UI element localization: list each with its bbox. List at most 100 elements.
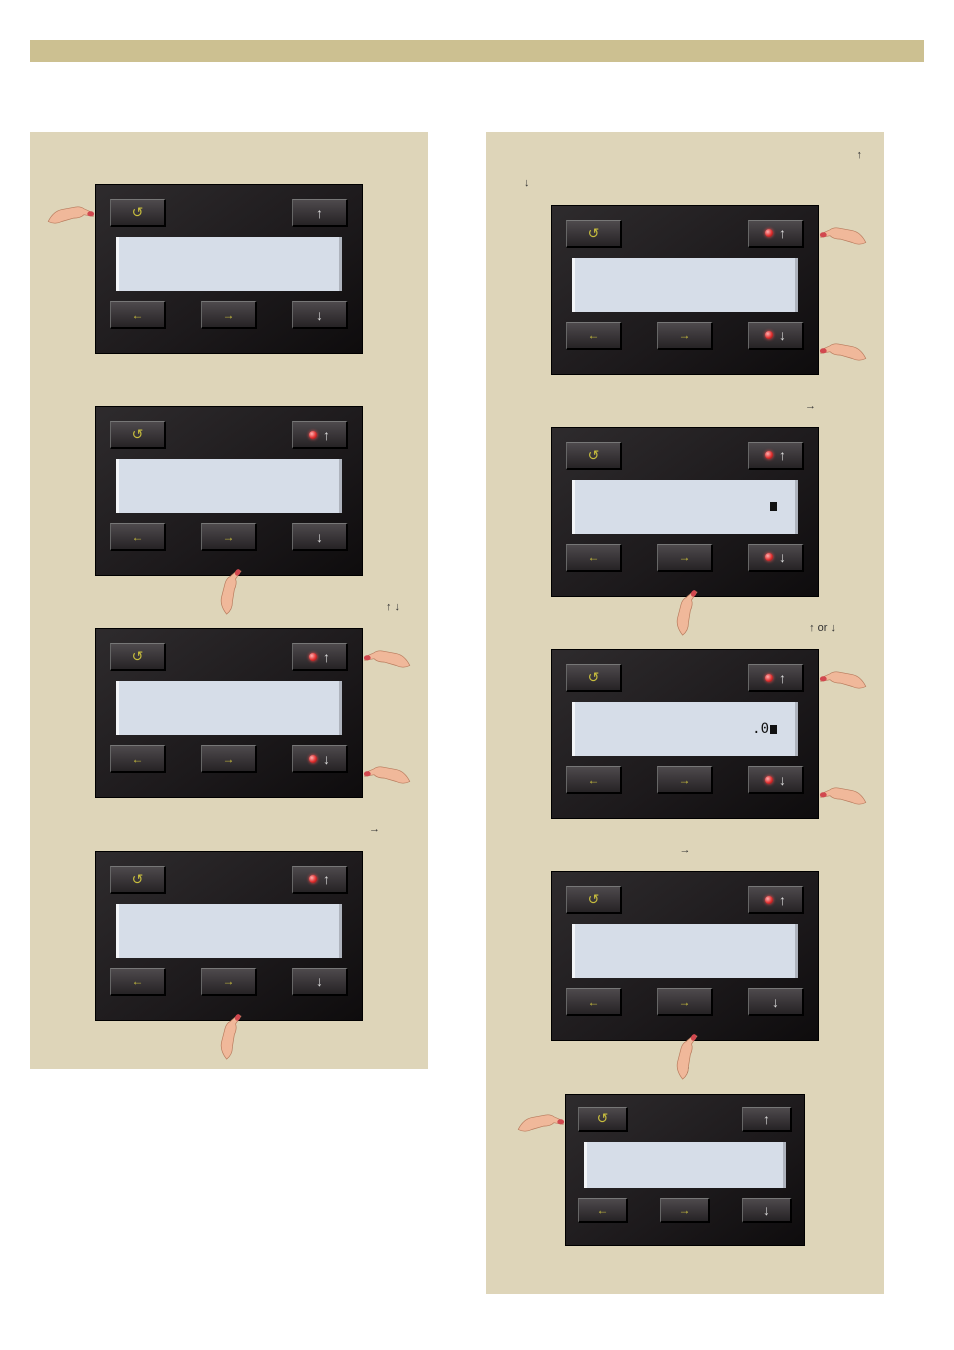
right-arrow-icon: → [223, 308, 235, 322]
right-arrow-icon: → [679, 328, 691, 342]
pointing-hand-icon [45, 196, 99, 230]
step: ↺ ↑ ← → ↓ [48, 150, 410, 372]
pointing-hand-icon [815, 333, 869, 367]
control-panel: ↺ ↑ ← → ↓ [551, 427, 819, 597]
reset-button[interactable]: ↺ [110, 421, 166, 449]
left-button[interactable]: ← [566, 322, 622, 350]
up-arrow-icon: ↑ [779, 892, 786, 908]
reset-icon: ↺ [597, 1110, 609, 1127]
down-button[interactable]: ↓ [742, 1198, 792, 1223]
reset-button[interactable]: ↺ [110, 199, 166, 227]
down-button[interactable]: ↓ [748, 988, 804, 1016]
right-button[interactable]: → [657, 322, 713, 350]
right-arrow-icon: → [223, 752, 235, 766]
control-panel: ↺ ↑ .0 ← → ↓ [551, 649, 819, 819]
lcd-display [572, 924, 798, 978]
up-button[interactable]: ↑ [748, 442, 804, 470]
led-icon [765, 331, 773, 339]
up-button[interactable]: ↑ [292, 199, 348, 227]
reset-icon: ↺ [588, 891, 600, 908]
up-button[interactable]: ↑ [748, 664, 804, 692]
up-button[interactable]: ↑ [292, 421, 348, 449]
step-caption: → [805, 399, 866, 413]
lcd-display [116, 681, 342, 735]
up-arrow-icon: ↑ [323, 427, 330, 443]
left-button[interactable]: ← [566, 544, 622, 572]
reset-button[interactable]: ↺ [566, 664, 622, 692]
pointing-hand-icon [658, 1037, 712, 1071]
right-button[interactable]: → [201, 745, 257, 773]
down-button[interactable]: ↓ [292, 968, 348, 996]
down-button[interactable]: ↓ [292, 523, 348, 551]
right-button[interactable]: → [660, 1198, 710, 1223]
right-arrow-icon: → [223, 530, 235, 544]
pointing-hand-icon [658, 593, 712, 627]
right-arrow-icon: → [679, 773, 691, 787]
reset-button[interactable]: ↺ [566, 886, 622, 914]
reset-button[interactable]: ↺ [110, 643, 166, 671]
reset-icon: ↺ [132, 204, 144, 221]
up-button[interactable]: ↑ [748, 220, 804, 248]
up-button[interactable]: ↑ [742, 1107, 792, 1132]
step: ↺ ↑ ← → ↓ [48, 372, 410, 594]
led-icon [309, 875, 317, 883]
control-panel: ↺ ↑ ← → ↓ [551, 871, 819, 1041]
pointing-hand-icon [515, 1104, 569, 1138]
left-button[interactable]: ← [566, 988, 622, 1016]
left-button[interactable]: ← [110, 745, 166, 773]
right-arrow-icon: → [679, 1203, 691, 1217]
up-arrow-icon: ↑ [323, 871, 330, 887]
step-caption: → [680, 843, 691, 857]
left-button[interactable]: ← [110, 523, 166, 551]
right-button[interactable]: → [201, 523, 257, 551]
reset-icon: ↺ [588, 225, 600, 242]
down-button[interactable]: ↓ [748, 322, 804, 350]
down-button[interactable]: ↓ [292, 301, 348, 329]
left-arrow-icon: ← [132, 308, 144, 322]
step-caption: ↓ [504, 176, 530, 190]
lcd-display [584, 1142, 786, 1188]
lcd-cursor [770, 502, 777, 511]
lcd-cursor [770, 725, 777, 734]
step-caption: ↑ [857, 148, 867, 162]
up-button[interactable]: ↑ [292, 643, 348, 671]
reset-icon: ↺ [132, 871, 144, 888]
down-button[interactable]: ↓ [748, 766, 804, 794]
reset-icon: ↺ [588, 669, 600, 686]
up-arrow-icon: ↑ [779, 225, 786, 241]
right-button[interactable]: → [201, 968, 257, 996]
left-button[interactable]: ← [578, 1198, 628, 1223]
lcd-value: .0 [752, 721, 769, 737]
left-button[interactable]: ← [110, 968, 166, 996]
right-button[interactable]: → [657, 544, 713, 572]
down-button[interactable]: ↓ [292, 745, 348, 773]
up-arrow-icon: ↑ [763, 1111, 770, 1127]
left-arrow-icon: ← [597, 1203, 609, 1217]
left-button[interactable]: ← [110, 301, 166, 329]
left-button[interactable]: ← [566, 766, 622, 794]
right-arrow-icon: → [679, 550, 691, 564]
left-arrow-icon: ← [588, 328, 600, 342]
two-column-layout: ↺ ↑ ← → ↓ [0, 62, 954, 1294]
pointing-hand-icon [359, 756, 413, 790]
led-icon [765, 776, 773, 784]
up-arrow-icon: ↑ [316, 205, 323, 221]
reset-button[interactable]: ↺ [578, 1107, 628, 1132]
right-button[interactable]: → [201, 301, 257, 329]
reset-button[interactable]: ↺ [110, 866, 166, 894]
up-button[interactable]: ↑ [292, 866, 348, 894]
right-button[interactable]: → [657, 988, 713, 1016]
down-button[interactable]: ↓ [748, 544, 804, 572]
section-header-bar [30, 40, 924, 62]
control-panel: ↺ ↑ ← → ↓ [95, 851, 363, 1021]
step: → ↺ ↑ ← → ↓ [48, 816, 410, 1038]
reset-button[interactable]: ↺ [566, 220, 622, 248]
lcd-display [572, 480, 798, 534]
lcd-display [116, 459, 342, 513]
right-button[interactable]: → [657, 766, 713, 794]
reset-icon: ↺ [132, 648, 144, 665]
up-button[interactable]: ↑ [748, 886, 804, 914]
reset-button[interactable]: ↺ [566, 442, 622, 470]
lcd-display [116, 904, 342, 958]
step: → ↺ ↑ ← → ↓ [504, 393, 866, 615]
